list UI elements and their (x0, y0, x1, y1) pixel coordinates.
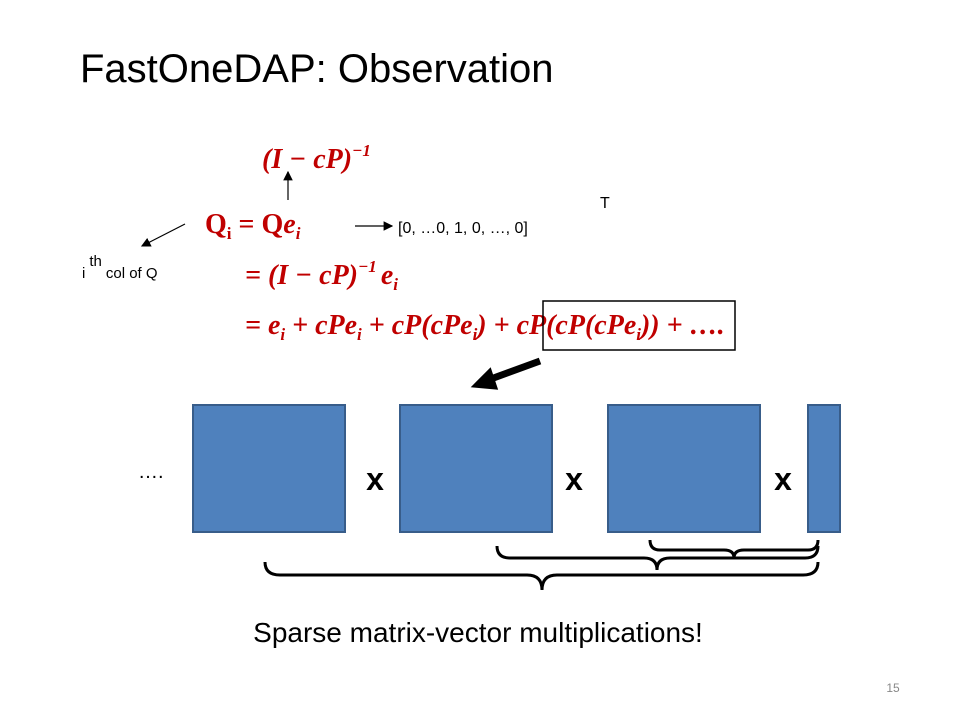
vector (807, 404, 841, 533)
equation-line-2: = (I − cP)−1 ei (245, 257, 398, 294)
eq-part: )) (638, 310, 660, 341)
dots: …. (138, 461, 164, 483)
eq-part: Q (205, 209, 227, 240)
eq-part: (I − cP) (262, 144, 352, 175)
eq-part: ) + (474, 310, 516, 341)
big-arrow-shaft (486, 357, 542, 384)
eq-sub: i (296, 224, 301, 243)
times-sign: x (565, 461, 583, 497)
brace (495, 545, 820, 571)
eq-sup: −1 (352, 141, 371, 160)
eq-part: = (I − cP) (245, 260, 358, 291)
slide-title: FastOneDAP: Observation (80, 47, 554, 91)
eq-sub: i (280, 325, 285, 344)
matrix (399, 404, 553, 533)
unit-vector: [0, …0, 1, 0, …, 0] (398, 220, 528, 237)
eq-part: = e (245, 310, 280, 341)
eq-part: = Q (232, 209, 284, 240)
highlight-box (542, 300, 736, 351)
transpose: T (600, 195, 610, 212)
column-note: ithcol of Q (82, 253, 158, 282)
eq-part: e (283, 209, 295, 240)
eq-part: + …. (660, 310, 725, 341)
eq-sup: −1 (358, 257, 377, 276)
note-part: i (82, 265, 85, 282)
inverse-expression: (I − cP)−1 (262, 141, 371, 175)
matrix (607, 404, 761, 533)
matrix (192, 404, 346, 533)
note-sup: th (89, 253, 102, 270)
brace (263, 561, 820, 591)
eq-sub: i (473, 325, 478, 344)
arrow (140, 223, 186, 247)
eq-sub: i (636, 325, 641, 344)
times-sign: x (774, 461, 792, 497)
qi-equation: Qi = Qei (205, 209, 301, 243)
big-arrow-head (470, 367, 499, 390)
eq-part: + cPe (285, 310, 357, 341)
eq-sub: i (357, 325, 362, 344)
note-part: col of Q (106, 265, 158, 282)
eq-sub: i (227, 224, 232, 243)
page-number: 15 (886, 681, 900, 695)
caption: Sparse matrix-vector multiplications! (253, 617, 703, 648)
equation-line-3: = ei + cPei + cP(cPei) + cP(cP(cPei)) + … (245, 310, 725, 344)
eq-sub: i (393, 275, 398, 294)
eq-part: cP(cP(cPe (517, 310, 637, 341)
eq-part: e (381, 260, 393, 291)
times-sign: x (366, 461, 384, 497)
eq-part: + cP(cPe (362, 310, 473, 341)
